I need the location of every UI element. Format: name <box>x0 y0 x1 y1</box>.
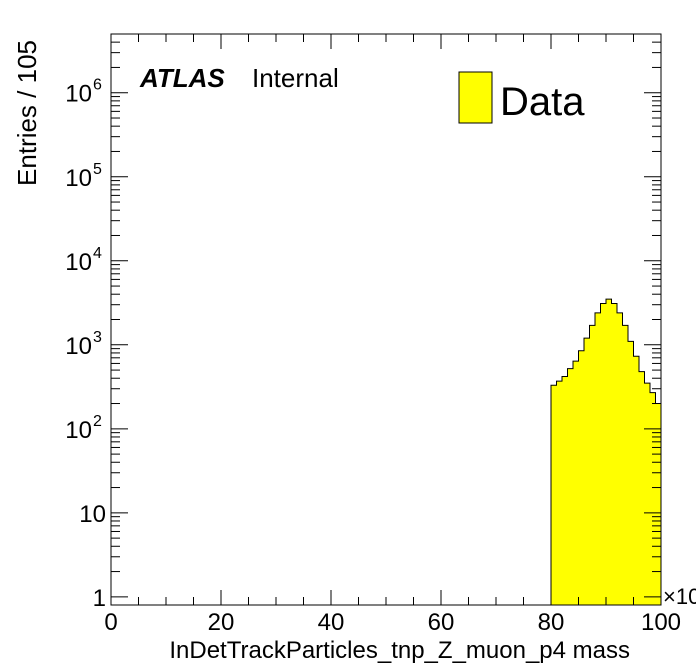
y-tick-label: 1 <box>93 585 106 612</box>
histogram-bin <box>633 356 639 605</box>
legend-swatch-data <box>458 71 493 124</box>
y-tick-label: 10 <box>65 165 92 192</box>
histogram-bin <box>567 368 573 605</box>
histogram-bin <box>578 350 584 605</box>
atlas-label: ATLAS <box>139 63 225 93</box>
histogram-bin <box>639 371 645 605</box>
y-axis-label: Entries / 105 <box>12 40 42 186</box>
y-tick-label: 10 <box>65 249 92 276</box>
y-tick-label: 10 <box>79 501 106 528</box>
histogram-bin <box>611 303 617 605</box>
y-tick-label: 10 <box>65 333 92 360</box>
x-tick-label: 40 <box>318 609 345 636</box>
histogram-bin <box>644 383 650 605</box>
legend-label-data: Data <box>500 80 585 124</box>
histogram-outline <box>550 298 662 605</box>
histogram-bin <box>595 312 601 605</box>
histogram-bin <box>617 312 623 605</box>
histogram-bin <box>628 341 634 605</box>
histogram-bin <box>622 325 628 605</box>
histogram-bin <box>606 299 612 605</box>
y-tick-label-exponent: 5 <box>93 161 102 178</box>
y-tick-label: 10 <box>65 81 92 108</box>
atlas-sublabel: Internal <box>252 63 339 93</box>
histogram-bin <box>584 338 590 605</box>
y-tick-label-exponent: 2 <box>93 413 102 430</box>
y-tick-label: 10 <box>65 417 92 444</box>
histogram-bin <box>589 325 595 605</box>
histogram-bin <box>655 403 661 605</box>
x-multiplier-label: ×10³ <box>663 584 696 609</box>
x-tick-label: 100 <box>641 609 681 636</box>
histogram-bin <box>600 303 606 605</box>
x-tick-label: 80 <box>538 609 565 636</box>
x-axis-label: InDetTrackParticles_tnp_Z_muon_p4 mass <box>169 637 630 664</box>
y-tick-label-exponent: 4 <box>93 245 102 262</box>
y-tick-label-exponent: 3 <box>93 329 102 346</box>
x-tick-label: 60 <box>428 609 455 636</box>
histogram-bin <box>551 385 557 605</box>
histogram-bin <box>562 376 568 605</box>
histogram-bin <box>650 392 656 605</box>
x-tick-label: 0 <box>104 609 117 636</box>
y-tick-label-exponent: 6 <box>93 77 102 94</box>
x-tick-label: 20 <box>208 609 235 636</box>
histogram-bin <box>573 361 579 605</box>
histogram-bin <box>556 381 562 605</box>
